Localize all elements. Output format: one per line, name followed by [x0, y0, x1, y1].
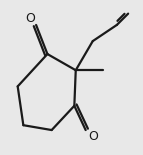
Text: O: O: [88, 130, 98, 143]
Text: O: O: [25, 12, 35, 25]
